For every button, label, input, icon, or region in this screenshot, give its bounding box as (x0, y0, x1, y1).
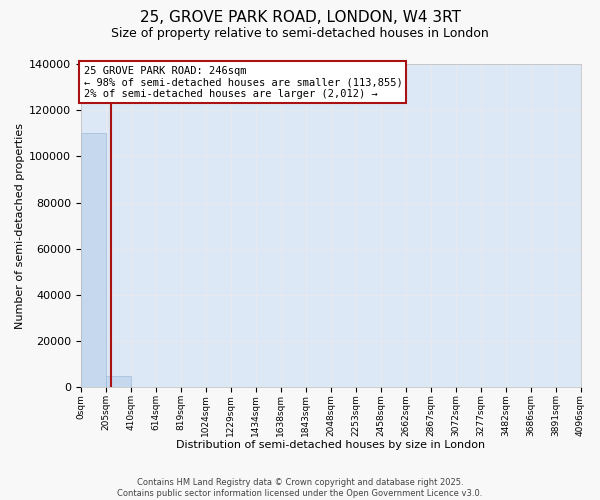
X-axis label: Distribution of semi-detached houses by size in London: Distribution of semi-detached houses by … (176, 440, 485, 450)
Bar (106, 376, 131, 388)
Y-axis label: Number of semi-detached properties: Number of semi-detached properties (15, 122, 25, 328)
Bar (131, 386, 155, 388)
Text: Contains HM Land Registry data © Crown copyright and database right 2025.
Contai: Contains HM Land Registry data © Crown c… (118, 478, 482, 498)
Text: 25, GROVE PARK ROAD, LONDON, W4 3RT: 25, GROVE PARK ROAD, LONDON, W4 3RT (139, 10, 461, 25)
Text: Size of property relative to semi-detached houses in London: Size of property relative to semi-detach… (111, 28, 489, 40)
Bar (82, 134, 106, 388)
Text: 25 GROVE PARK ROAD: 246sqm
← 98% of semi-detached houses are smaller (113,855)
2: 25 GROVE PARK ROAD: 246sqm ← 98% of semi… (83, 66, 402, 99)
